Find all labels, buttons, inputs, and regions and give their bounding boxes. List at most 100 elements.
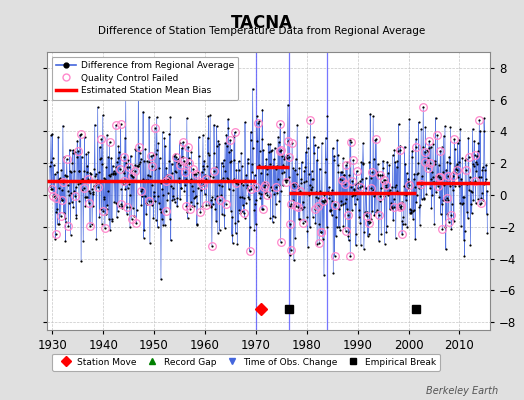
Point — [350, 187, 358, 193]
Point — [267, 148, 275, 154]
Point — [324, 188, 332, 195]
Point — [364, 231, 373, 237]
Point — [316, 188, 324, 194]
Point — [444, 172, 452, 179]
Point — [162, 208, 170, 214]
Point — [426, 185, 434, 191]
Point — [250, 172, 259, 178]
Point — [415, 185, 423, 192]
Point — [278, 170, 286, 176]
Point — [270, 145, 279, 151]
Point — [482, 161, 490, 168]
Point — [132, 146, 140, 153]
Point — [127, 172, 135, 178]
Point — [276, 148, 284, 154]
Point — [451, 170, 460, 176]
Point — [400, 143, 409, 150]
Point — [378, 172, 386, 178]
Point — [352, 242, 360, 248]
Point — [204, 113, 213, 120]
Point — [414, 119, 423, 126]
Point — [127, 152, 135, 159]
Point — [483, 230, 492, 237]
Point — [261, 189, 270, 196]
Point — [323, 112, 332, 119]
Point — [133, 163, 141, 169]
Point — [431, 114, 440, 121]
Point — [298, 206, 307, 212]
Point — [312, 188, 321, 195]
Point — [194, 185, 202, 191]
Point — [463, 180, 472, 186]
Point — [462, 209, 471, 216]
Point — [346, 139, 355, 145]
Point — [217, 192, 225, 198]
Point — [401, 220, 409, 227]
Point — [272, 162, 281, 169]
Point — [377, 185, 385, 191]
Point — [481, 179, 489, 185]
Point — [193, 200, 202, 206]
Point — [328, 212, 336, 218]
Point — [303, 244, 312, 250]
Point — [208, 194, 216, 200]
Point — [62, 172, 70, 179]
Point — [157, 209, 166, 216]
Point — [307, 187, 315, 193]
Point — [222, 201, 230, 207]
Point — [326, 207, 334, 213]
Point — [116, 166, 124, 172]
Point — [473, 161, 482, 167]
Point — [400, 183, 408, 190]
Point — [479, 197, 487, 204]
Point — [372, 136, 380, 142]
Point — [128, 173, 136, 180]
Point — [70, 168, 79, 175]
Point — [107, 216, 116, 222]
Point — [185, 179, 194, 185]
Point — [395, 121, 403, 127]
Point — [468, 188, 476, 195]
Point — [256, 195, 265, 202]
Point — [424, 144, 433, 151]
Point — [72, 214, 81, 221]
Point — [337, 198, 345, 204]
Point — [56, 175, 64, 181]
Point — [403, 224, 411, 230]
Point — [46, 159, 54, 165]
Point — [422, 162, 431, 168]
Point — [109, 169, 117, 176]
Point — [67, 190, 75, 196]
Point — [199, 162, 207, 169]
Point — [277, 146, 286, 153]
Point — [272, 184, 280, 190]
Point — [337, 202, 345, 208]
Point — [461, 157, 470, 163]
Point — [74, 148, 82, 154]
Point — [221, 140, 229, 146]
Point — [91, 170, 100, 177]
Point — [423, 155, 432, 162]
Point — [305, 182, 314, 188]
Point — [478, 190, 486, 196]
Point — [212, 218, 220, 224]
Point — [304, 170, 313, 177]
Point — [424, 148, 433, 154]
Point — [368, 169, 376, 176]
Point — [359, 160, 368, 166]
Point — [359, 140, 367, 146]
Point — [206, 203, 215, 209]
Point — [77, 257, 85, 264]
Point — [203, 163, 211, 170]
Point — [169, 184, 177, 191]
Point — [53, 206, 61, 212]
Point — [455, 200, 464, 207]
Point — [440, 182, 449, 188]
Point — [374, 161, 382, 167]
Point — [377, 179, 386, 185]
Point — [469, 160, 477, 167]
Point — [198, 168, 206, 175]
Point — [243, 182, 251, 188]
Point — [150, 198, 159, 204]
Point — [305, 192, 313, 198]
